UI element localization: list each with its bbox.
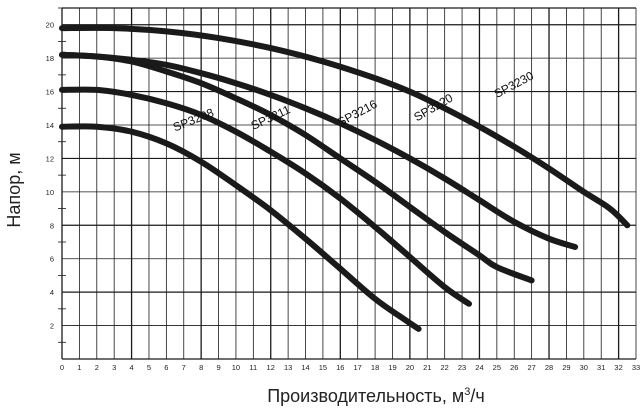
y-tick-label: 8 — [50, 221, 54, 230]
x-tick-label: 7 — [182, 363, 186, 372]
curve-sp3211 — [59, 86, 472, 307]
x-axis-title-main: Производительность, м — [267, 386, 464, 406]
x-tick-label: 1 — [77, 363, 81, 372]
x-tick-label: 12 — [267, 363, 275, 372]
x-tick-label: 30 — [580, 363, 588, 372]
y-tick-label: 20 — [46, 21, 54, 30]
x-tick-label: 16 — [336, 363, 344, 372]
curve-sp3220 — [59, 51, 579, 250]
x-tick-label: 0 — [60, 363, 64, 372]
performance-curves — [59, 24, 631, 332]
tick-labels: 0 1 2 3 4 5 6 7 8 9 10 11 12 13 14 15 16 17 18 19 20 21 22 23 24… — [46, 21, 640, 372]
x-tick-label: 3 — [112, 363, 116, 372]
x-tick-label: 26 — [510, 363, 518, 372]
y-tick-label: 6 — [50, 255, 54, 264]
x-tick-label: 2 — [95, 363, 99, 372]
x-tick-label: 24 — [475, 363, 483, 372]
y-tick-label: 18 — [46, 54, 54, 63]
x-tick-label: 28 — [545, 363, 553, 372]
x-axis-title-sup: 3 — [464, 386, 470, 398]
x-tick-label: 22 — [440, 363, 448, 372]
x-tick-label: 11 — [249, 363, 257, 372]
x-tick-label: 25 — [493, 363, 501, 372]
x-tick-label: 21 — [423, 363, 431, 372]
x-tick-label: 5 — [147, 363, 151, 372]
x-tick-label: 14 — [301, 363, 309, 372]
x-tick-label: 27 — [527, 363, 535, 372]
y-tick-label: 2 — [50, 322, 54, 331]
curve-sp3230 — [59, 24, 631, 229]
x-tick-label: 23 — [458, 363, 466, 372]
y-tick-label: 14 — [46, 121, 54, 130]
x-tick-label: 19 — [388, 363, 396, 372]
x-tick-label: 6 — [164, 363, 168, 372]
x-tick-label: 9 — [216, 363, 220, 372]
y-axis-title: Напор, м — [4, 152, 24, 227]
x-tick-label: 20 — [406, 363, 414, 372]
x-tick-label: 32 — [614, 363, 622, 372]
x-tick-label: 10 — [232, 363, 240, 372]
x-tick-label: 31 — [597, 363, 605, 372]
x-tick-label: 15 — [319, 363, 327, 372]
x-tick-label: 33 — [632, 363, 640, 372]
x-tick-label: 29 — [562, 363, 570, 372]
x-tick-label: 13 — [284, 363, 292, 372]
x-tick-label: 4 — [129, 363, 133, 372]
curve-sp3208 — [59, 123, 422, 332]
x-tick-label: 8 — [199, 363, 203, 372]
y-tick-label: 16 — [46, 88, 54, 97]
x-axis-title-tail: /ч — [470, 386, 484, 406]
x-tick-label: 17 — [354, 363, 362, 372]
y-tick-label: 12 — [46, 154, 54, 163]
y-tick-label: 10 — [46, 188, 54, 197]
y-tick-label: 4 — [50, 288, 54, 297]
x-axis-title: Производительность, м3/ч — [267, 386, 485, 406]
x-tick-label: 18 — [371, 363, 379, 372]
